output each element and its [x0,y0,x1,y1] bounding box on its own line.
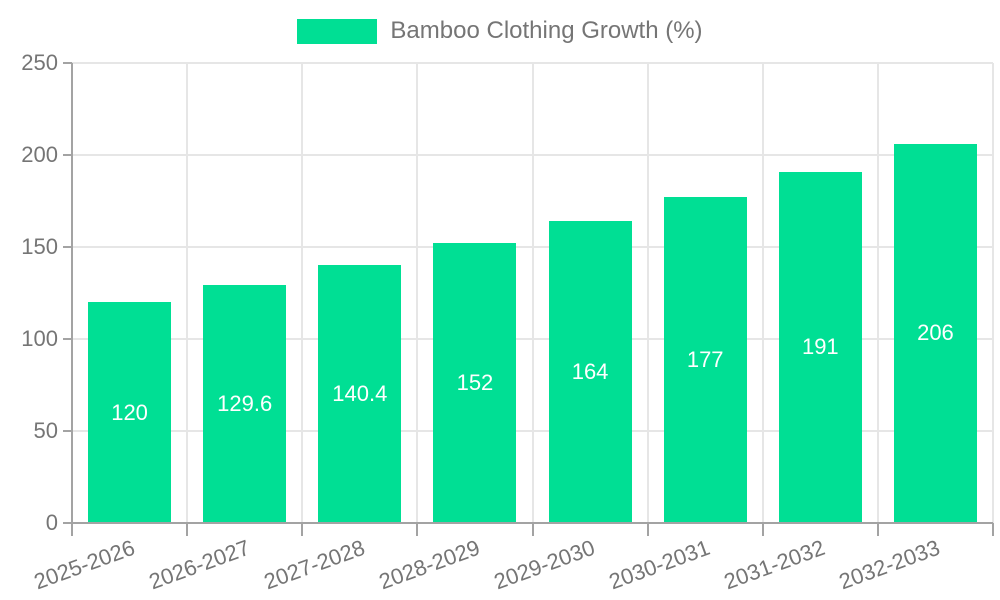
legend[interactable]: Bamboo Clothing Growth (%) [0,17,1000,45]
y-axis-tick [63,522,72,524]
x-axis-tick [301,523,304,536]
x-axis-line [71,522,993,524]
bar-value-label: 129.6 [217,390,273,416]
gridline-vertical [992,63,994,523]
x-axis-tick [646,523,649,536]
y-axis-tick [63,430,72,432]
y-axis-tick-label: 150 [21,234,58,259]
gridline-vertical [186,63,189,523]
x-axis-tick [992,523,994,536]
y-axis-tick [63,154,72,156]
bar[interactable]: 152 [433,243,517,523]
bar[interactable]: 120 [88,302,172,523]
bar[interactable]: 164 [548,221,632,523]
x-axis-tick [186,523,189,536]
x-axis-tick [531,523,534,536]
x-axis-tick [761,523,764,536]
bar-value-label: 191 [801,334,839,360]
x-axis-tick [416,523,419,536]
bar[interactable]: 177 [663,197,747,523]
gridline-vertical [416,63,419,523]
gridline-vertical [761,63,764,523]
y-axis-tick-label: 0 [45,510,58,535]
y-axis-line [71,63,73,536]
bar-value-label: 140.4 [332,380,388,406]
y-axis-tick [63,338,72,340]
gridline-vertical [876,63,879,523]
y-axis-tick-label: 50 [33,418,58,443]
y-axis-tick [63,62,72,64]
legend-swatch-icon [297,18,378,44]
bar[interactable]: 206 [893,143,977,523]
legend-label: Bamboo Clothing Growth (%) [390,17,703,44]
bar[interactable]: 140.4 [318,264,402,523]
y-axis-tick-label: 250 [21,50,58,75]
bar[interactable]: 129.6 [203,284,287,523]
gridline-vertical [301,63,304,523]
bar-value-label: 177 [686,347,724,373]
y-axis-tick [63,246,72,248]
x-axis-tick [876,523,879,536]
y-axis-tick-label: 100 [21,326,58,351]
bar-value-label: 152 [456,370,494,396]
bar-value-label: 164 [571,359,609,385]
bar-value-label: 206 [917,320,954,346]
gridline-vertical [646,63,649,523]
y-axis-tick-label: 200 [21,142,58,167]
bar-value-label: 120 [111,399,148,425]
bar[interactable]: 191 [778,171,862,523]
gridline-vertical [531,63,534,523]
